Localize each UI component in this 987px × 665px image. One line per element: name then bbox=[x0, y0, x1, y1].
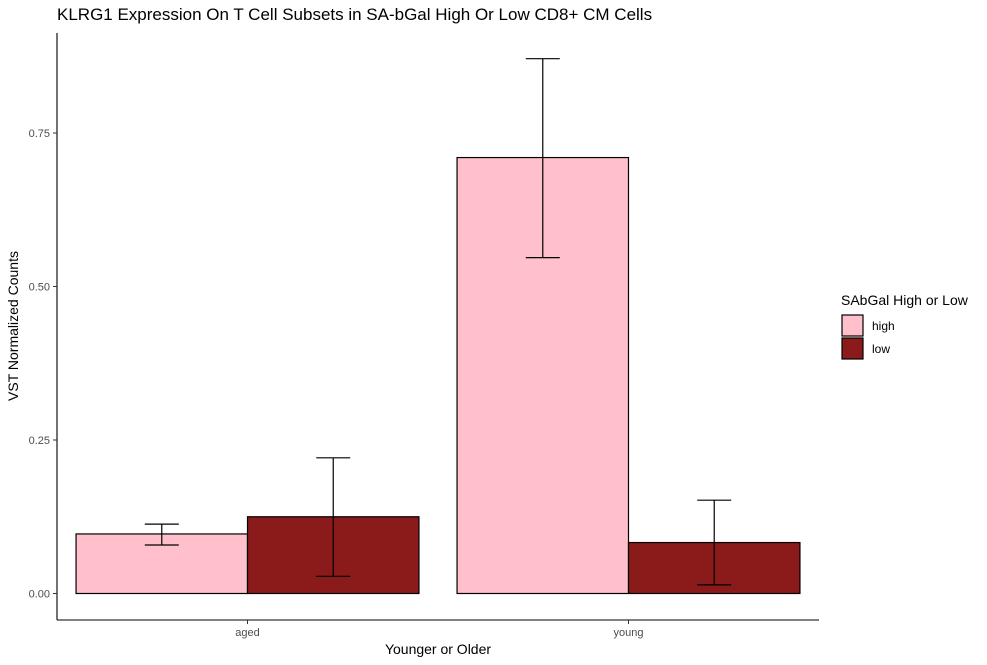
legend-title: SAbGal High or Low bbox=[841, 292, 969, 308]
chart-title: KLRG1 Expression On T Cell Subsets in SA… bbox=[57, 5, 652, 24]
legend: SAbGal High or Low high low bbox=[841, 292, 969, 360]
y-tick-label: 0.75 bbox=[29, 128, 50, 140]
y-axis-title: VST Normalized Counts bbox=[5, 251, 21, 401]
y-axis-ticks: 0.00 0.25 0.50 0.75 bbox=[29, 128, 57, 601]
y-tick-label: 0.25 bbox=[29, 435, 50, 447]
x-tick-label: aged bbox=[235, 627, 259, 639]
error-bar-aged-high bbox=[144, 523, 179, 546]
legend-item-low: low bbox=[841, 337, 890, 360]
x-tick-label: young bbox=[614, 627, 644, 639]
error-bar-young-high bbox=[525, 58, 560, 259]
legend-item-high: high bbox=[841, 314, 895, 337]
legend-key bbox=[841, 314, 864, 337]
plot-area bbox=[75, 58, 801, 595]
error-bar-aged-low bbox=[316, 457, 351, 577]
error-bar-young-low bbox=[697, 499, 732, 586]
legend-label: low bbox=[872, 342, 890, 356]
x-axis-title: Younger or Older bbox=[385, 641, 491, 657]
y-tick-label: 0.50 bbox=[29, 282, 50, 294]
x-axis-ticks: aged young bbox=[235, 620, 643, 639]
legend-key bbox=[841, 337, 864, 360]
legend-label: high bbox=[872, 319, 895, 333]
y-tick-label: 0.00 bbox=[29, 589, 50, 601]
